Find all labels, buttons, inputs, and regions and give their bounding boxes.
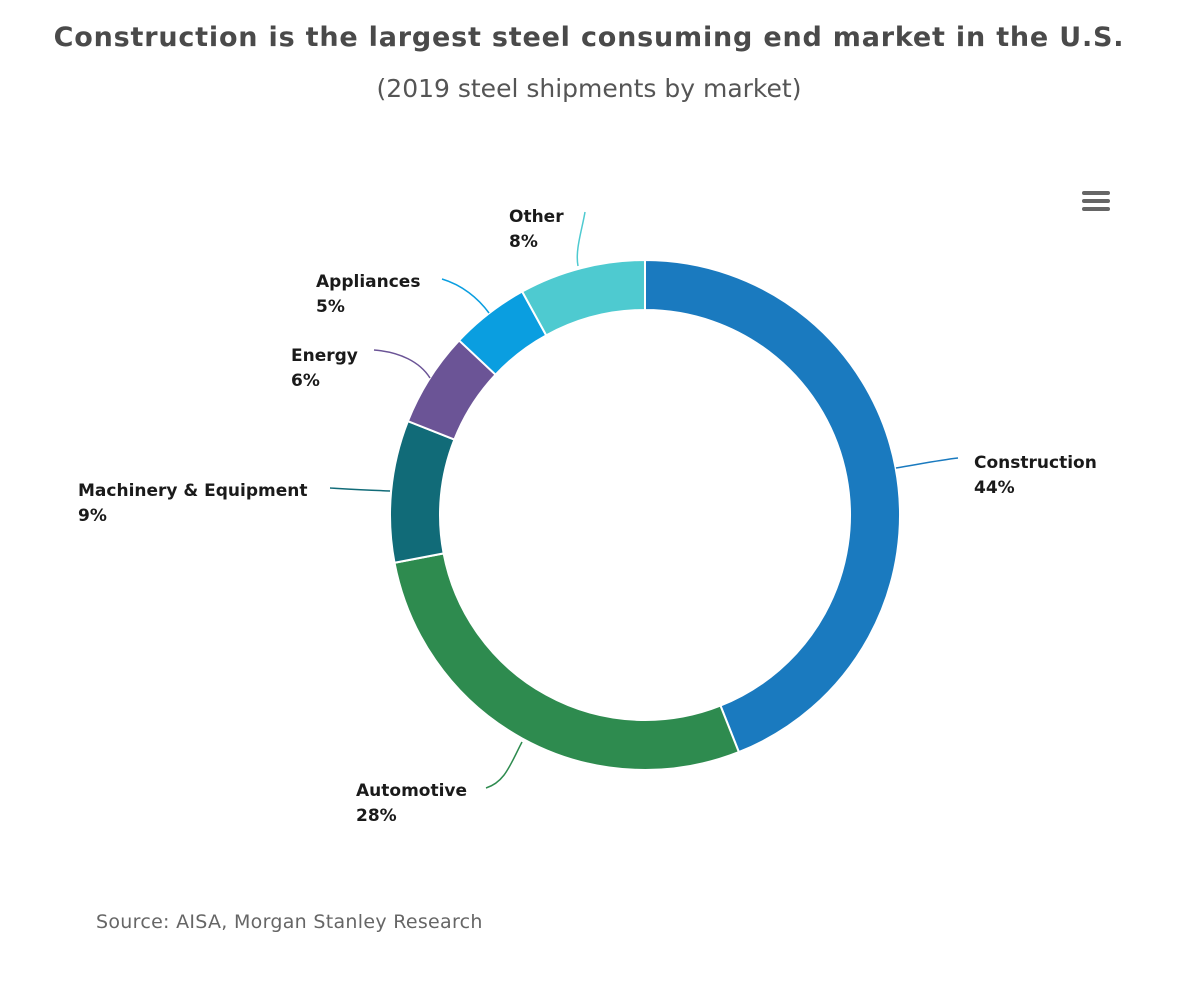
label-connectors [329,211,959,789]
slice-other[interactable] [520,258,646,337]
hamburger-menu-icon[interactable] [1080,188,1112,214]
label-automotive: Automotive [356,781,467,801]
menu-bar [1082,207,1110,211]
menu-bar [1082,191,1110,195]
menu-bar [1082,199,1110,203]
value-energy: 6% [291,371,320,391]
label-other: Other [509,207,564,227]
connector-construction [895,457,959,469]
value-construction: 44% [974,478,1015,498]
label-machinery-and-equipment: Machinery & Equipment [78,481,308,501]
value-machinery-and-equipment: 9% [78,506,107,526]
donut-slices [389,258,901,771]
data-labels: Construction 44% Automotive 28% Machinery & … [78,207,1097,826]
slice-construction[interactable] [644,258,901,754]
slice-machinery-and-equipment[interactable] [389,419,456,564]
connector-appliances [441,278,490,314]
value-other: 8% [509,232,538,252]
connector-other [576,211,586,267]
label-appliances: Appliances [316,272,420,292]
chart-subtitle: (2019 steel shipments by market) [376,74,802,103]
connector-automotive [485,741,523,789]
value-automotive: 28% [356,806,397,826]
slice-automotive[interactable] [393,552,741,771]
source-note: Source: AISA, Morgan Stanley Research [96,911,483,933]
chart-title: Construction is the largest steel consum… [53,22,1125,53]
value-appliances: 5% [316,297,345,317]
label-energy: Energy [291,346,358,366]
connector-energy [373,349,431,379]
connector-machinery-and-equipment [329,487,391,492]
label-construction: Construction [974,453,1097,473]
